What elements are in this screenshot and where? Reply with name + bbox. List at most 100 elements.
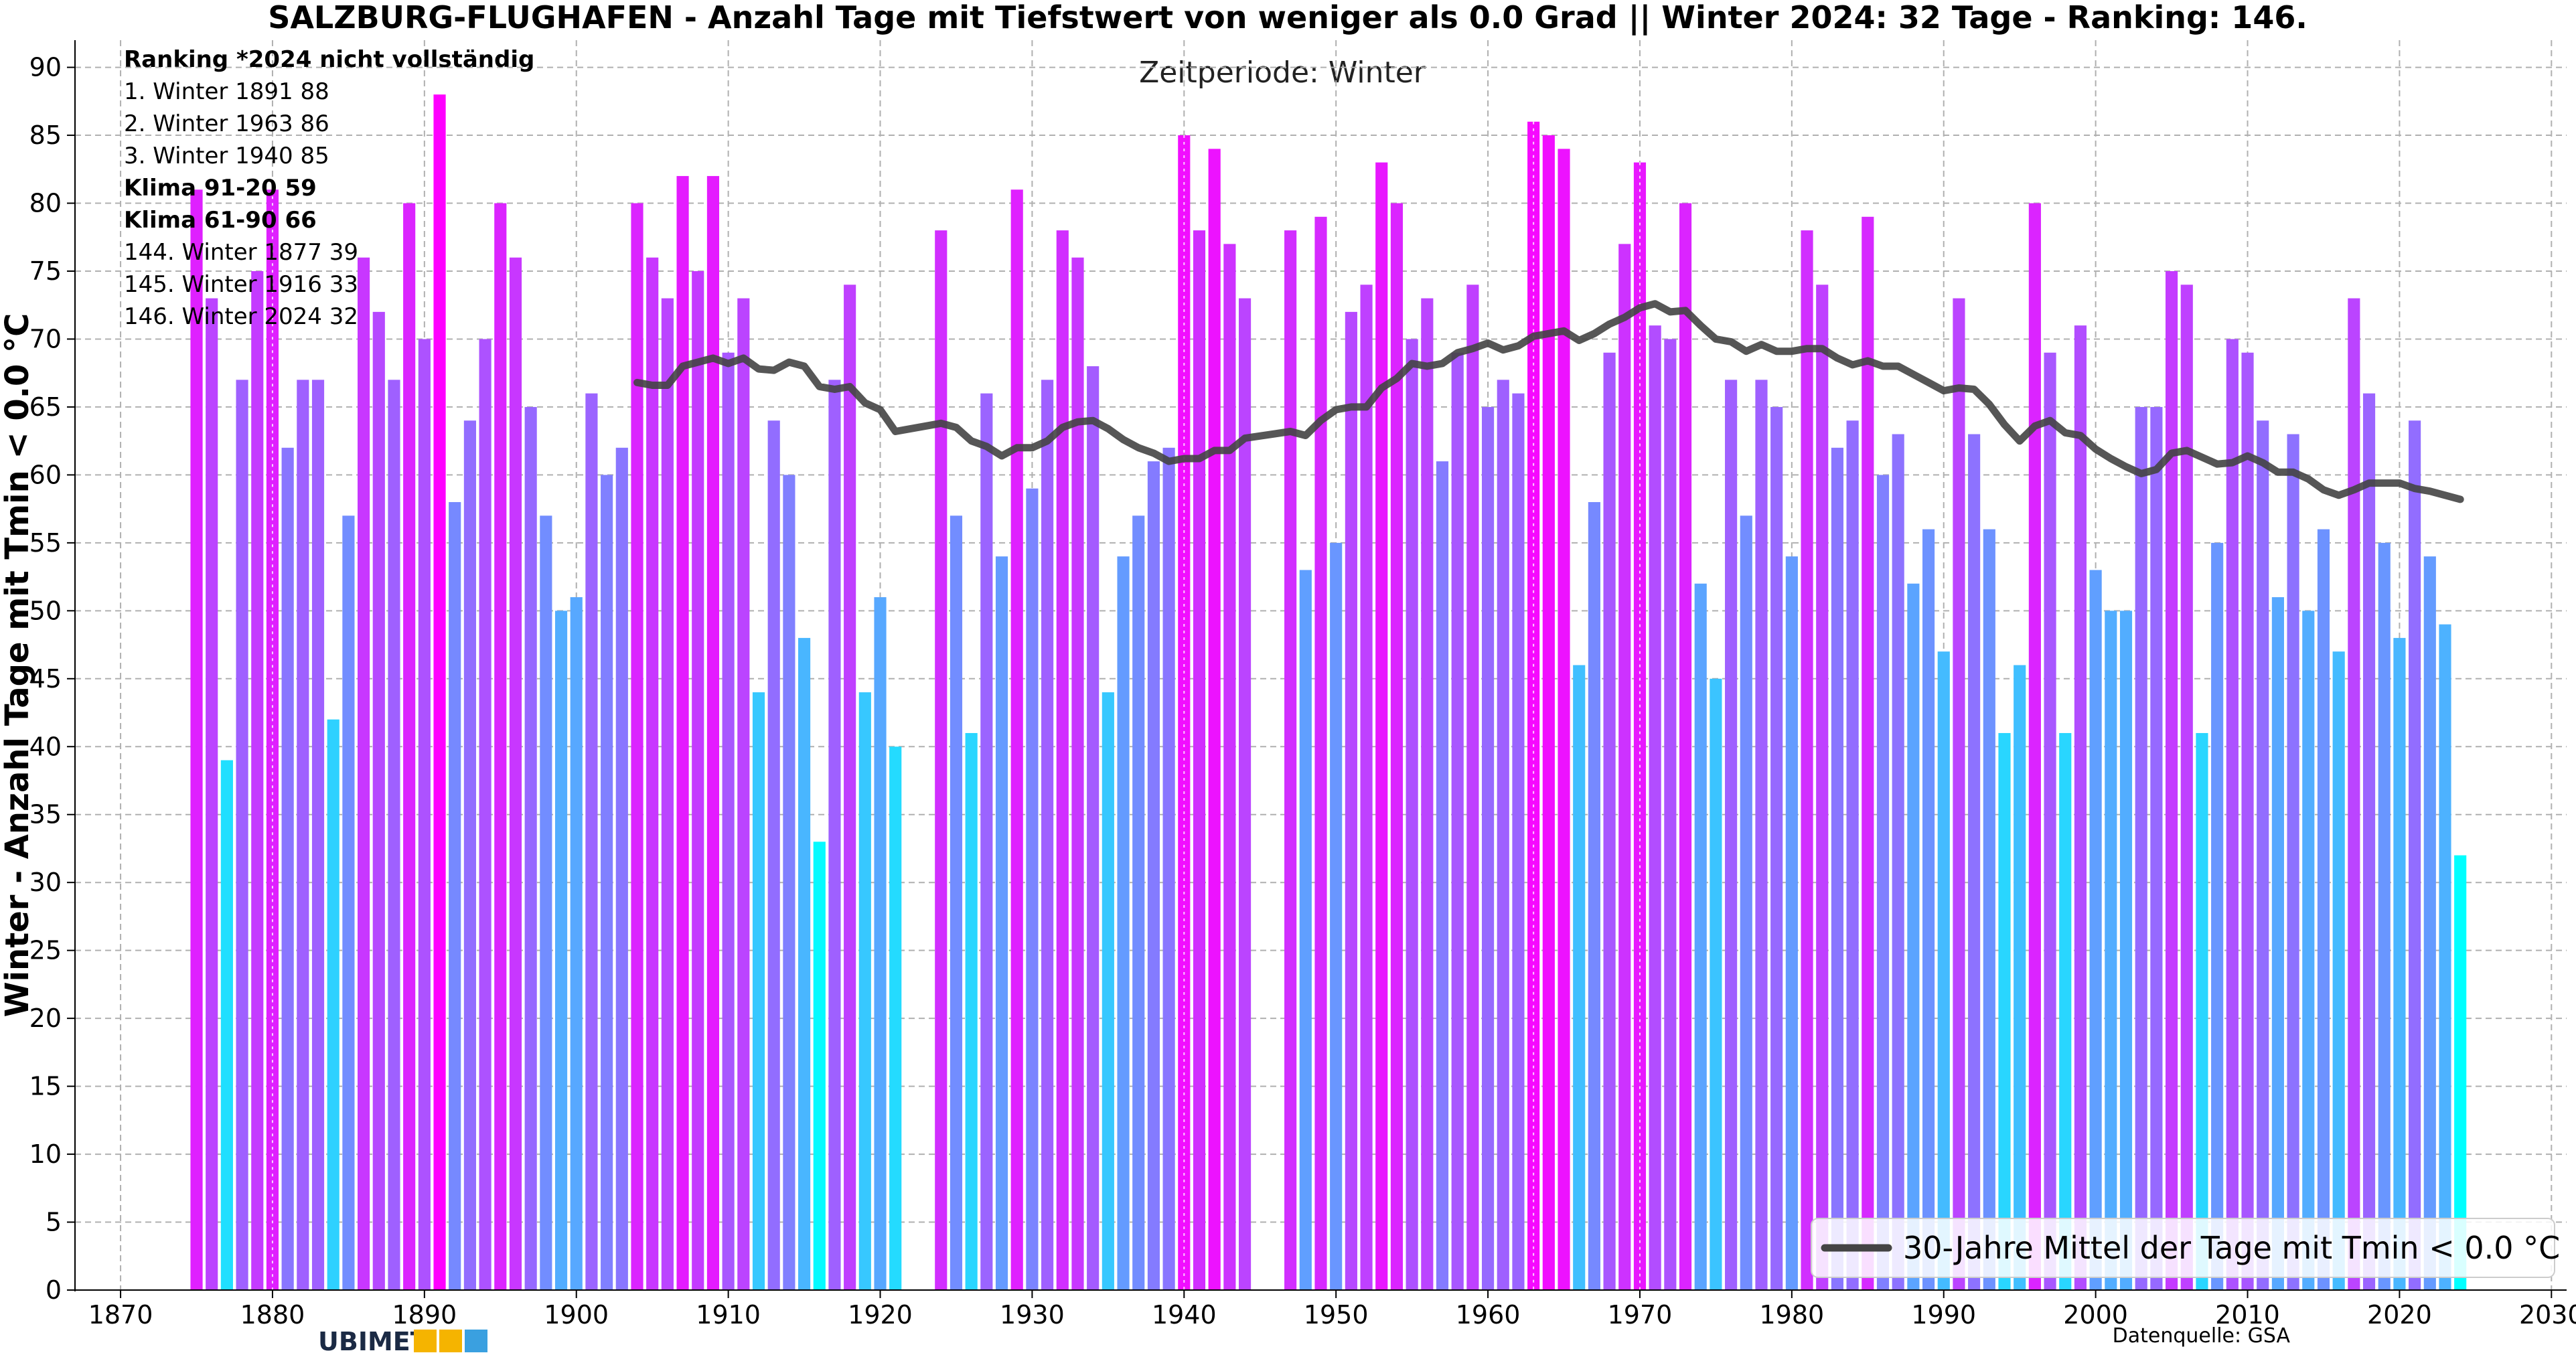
x-tick-label: 1930 bbox=[1000, 1300, 1065, 1330]
legend-label: 30-Jahre Mittel der Tage mit Tmin < 0.0 … bbox=[1903, 1230, 2560, 1266]
bar-1996 bbox=[2028, 203, 2041, 1290]
bar-1938 bbox=[1147, 461, 1160, 1290]
legend-box bbox=[1811, 1218, 2555, 1278]
bar-1895 bbox=[494, 203, 507, 1290]
x-tick-label: 2020 bbox=[2367, 1300, 2432, 1330]
bar-1887 bbox=[372, 311, 385, 1290]
bar-1906 bbox=[661, 298, 674, 1291]
bar-1958 bbox=[1451, 352, 1464, 1290]
bar-1905 bbox=[646, 257, 659, 1290]
bar-1984 bbox=[1846, 420, 1859, 1290]
x-tick-label: 1980 bbox=[1760, 1300, 1825, 1330]
bar-1927 bbox=[980, 393, 993, 1291]
bar-1921 bbox=[889, 746, 902, 1290]
bar-2023 bbox=[2439, 624, 2451, 1290]
bars-layer bbox=[190, 94, 2467, 1291]
bar-2018 bbox=[2362, 393, 2376, 1291]
bar-1991 bbox=[1953, 298, 1965, 1291]
highlight-markers bbox=[271, 121, 1641, 1290]
bar-1992 bbox=[1968, 434, 1981, 1290]
series-line-30yr-mean bbox=[633, 300, 2464, 503]
ranking-header: Ranking *2024 nicht vollständig bbox=[124, 46, 534, 73]
bar-1914 bbox=[783, 475, 795, 1290]
bar-1962 bbox=[1512, 393, 1525, 1291]
bar-1877 bbox=[220, 760, 233, 1290]
ranking-line: 3. Winter 1940 85 bbox=[124, 143, 329, 169]
line-layer bbox=[633, 300, 2464, 503]
bar-1883 bbox=[311, 380, 325, 1291]
x-tick-label: 1970 bbox=[1608, 1300, 1673, 1330]
bar-1960 bbox=[1482, 406, 1495, 1291]
bar-1901 bbox=[585, 393, 598, 1291]
bar-1950 bbox=[1330, 542, 1343, 1291]
bar-1929 bbox=[1010, 189, 1023, 1290]
bar-2006 bbox=[2180, 285, 2193, 1291]
bar-2010 bbox=[2241, 352, 2254, 1290]
bar-1999 bbox=[2074, 325, 2087, 1290]
bar-1998 bbox=[2059, 732, 2072, 1290]
bar-1882 bbox=[297, 380, 309, 1291]
bar-1889 bbox=[403, 203, 416, 1290]
bar-1964 bbox=[1542, 135, 1555, 1291]
y-tick-label: 80 bbox=[29, 189, 62, 218]
bar-1939 bbox=[1162, 447, 1175, 1290]
bar-1879 bbox=[251, 270, 264, 1290]
bar-1912 bbox=[752, 692, 765, 1290]
bar-2017 bbox=[2348, 298, 2360, 1291]
bar-1959 bbox=[1466, 285, 1479, 1291]
y-tick-label: 55 bbox=[29, 528, 62, 558]
x-tick-label: 1890 bbox=[392, 1300, 457, 1330]
bar-1987 bbox=[1892, 434, 1904, 1290]
bar-2002 bbox=[2119, 611, 2133, 1290]
bar-1934 bbox=[1087, 366, 1100, 1290]
bar-1926 bbox=[965, 732, 978, 1290]
logo-drop-icon bbox=[465, 1330, 487, 1352]
bar-2020 bbox=[2393, 637, 2406, 1290]
y-tick-label: 15 bbox=[29, 1072, 62, 1101]
bar-1904 bbox=[631, 203, 643, 1290]
bar-1908 bbox=[692, 270, 704, 1290]
bar-1968 bbox=[1603, 352, 1616, 1290]
y-tick-label: 25 bbox=[29, 936, 62, 965]
y-tick-label: 0 bbox=[46, 1275, 62, 1305]
bar-1888 bbox=[388, 380, 400, 1291]
x-tick-label: 1990 bbox=[1911, 1300, 1976, 1330]
bar-1951 bbox=[1345, 311, 1357, 1290]
bar-1903 bbox=[615, 447, 628, 1290]
y-tick-label: 50 bbox=[29, 596, 62, 625]
chart-subtitle: Zeitperiode: Winter bbox=[1139, 56, 1426, 90]
bar-1977 bbox=[1740, 515, 1752, 1290]
bar-2024 bbox=[2454, 855, 2467, 1290]
data-source: Datenquelle: GSA bbox=[2113, 1324, 2291, 1348]
ranking-line: 145. Winter 1916 33 bbox=[124, 271, 358, 298]
bar-1902 bbox=[601, 475, 613, 1290]
bar-1989 bbox=[1922, 529, 1935, 1291]
bar-1954 bbox=[1390, 203, 1404, 1290]
x-tick-label: 1940 bbox=[1152, 1300, 1217, 1330]
bar-1913 bbox=[767, 420, 780, 1290]
bar-1943 bbox=[1223, 244, 1236, 1291]
bar-1983 bbox=[1831, 447, 1844, 1290]
bar-1978 bbox=[1755, 380, 1768, 1291]
bar-1967 bbox=[1588, 501, 1600, 1290]
bar-1893 bbox=[463, 420, 476, 1290]
x-tick-label: 2010 bbox=[2215, 1300, 2280, 1330]
bar-1980 bbox=[1785, 556, 1798, 1291]
bar-1947 bbox=[1284, 230, 1297, 1291]
bar-1909 bbox=[706, 175, 720, 1290]
bar-1979 bbox=[1770, 406, 1783, 1291]
bar-1995 bbox=[2014, 665, 2026, 1290]
ranking-line: 144. Winter 1877 39 bbox=[124, 239, 358, 266]
bar-1890 bbox=[418, 339, 431, 1290]
bar-1988 bbox=[1907, 583, 1920, 1290]
x-tick-label: 1880 bbox=[240, 1300, 305, 1330]
bar-1969 bbox=[1618, 244, 1631, 1291]
axes-layer: 0 5 10 15 20 25 30 35 40 45 50 55 60 65 70 75 80 85 90 1870… bbox=[0, 40, 2576, 1330]
x-tick-label: 1920 bbox=[848, 1300, 913, 1330]
bar-1990 bbox=[1937, 651, 1950, 1290]
logo-cloud-icon bbox=[439, 1330, 462, 1352]
x-tick-label: 1910 bbox=[696, 1300, 761, 1330]
bar-2012 bbox=[2271, 597, 2284, 1290]
y-tick-label: 35 bbox=[29, 800, 62, 829]
